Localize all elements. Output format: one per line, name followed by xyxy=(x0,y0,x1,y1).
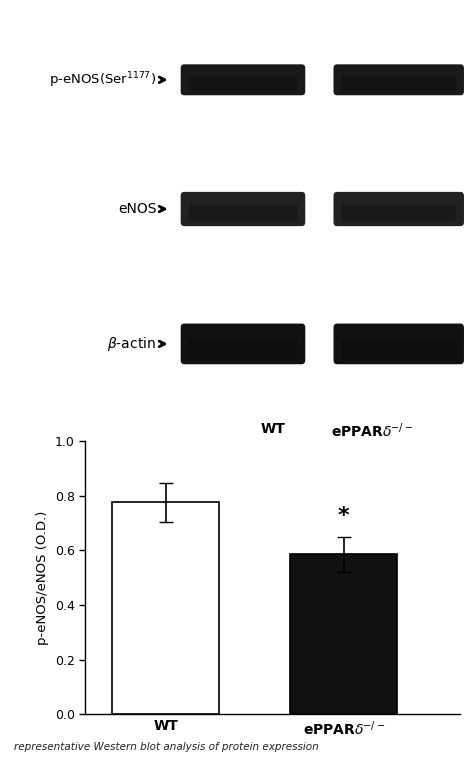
Text: p-eNOS(Ser$^{1177}$): p-eNOS(Ser$^{1177}$) xyxy=(49,70,156,90)
FancyBboxPatch shape xyxy=(334,192,464,226)
Text: eNOS: eNOS xyxy=(118,202,156,216)
Bar xyxy=(112,502,219,714)
FancyBboxPatch shape xyxy=(334,324,464,364)
FancyBboxPatch shape xyxy=(341,340,456,359)
Text: *: * xyxy=(338,505,350,526)
Text: WT: WT xyxy=(260,422,285,435)
FancyBboxPatch shape xyxy=(341,75,456,90)
Text: representative Western blot analysis of protein expression: representative Western blot analysis of … xyxy=(14,743,319,752)
FancyBboxPatch shape xyxy=(181,324,305,364)
Y-axis label: p-eNOS/eNOS (O.D.): p-eNOS/eNOS (O.D.) xyxy=(36,511,49,644)
FancyBboxPatch shape xyxy=(189,204,297,221)
FancyBboxPatch shape xyxy=(189,340,297,359)
FancyBboxPatch shape xyxy=(189,75,297,90)
Text: ePPAR$\delta$$^{-/-}$: ePPAR$\delta$$^{-/-}$ xyxy=(331,422,413,440)
Text: $\beta$-actin: $\beta$-actin xyxy=(108,335,156,353)
FancyBboxPatch shape xyxy=(341,204,456,221)
FancyBboxPatch shape xyxy=(334,65,464,95)
FancyBboxPatch shape xyxy=(181,65,305,95)
FancyBboxPatch shape xyxy=(181,192,305,226)
Bar xyxy=(291,554,397,714)
